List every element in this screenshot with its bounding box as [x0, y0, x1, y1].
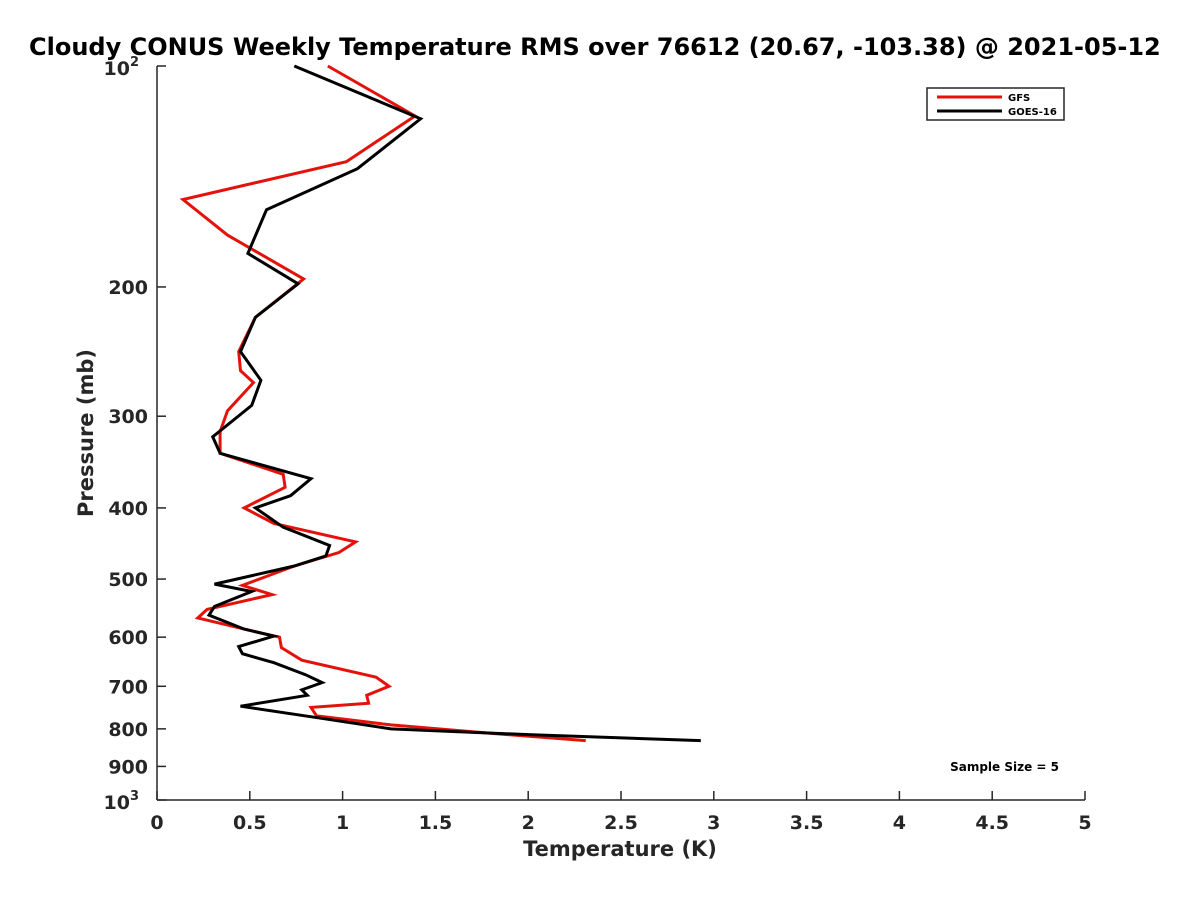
chart-title: Cloudy CONUS Weekly Temperature RMS over…	[29, 33, 1161, 61]
y-tick-label: 600	[108, 627, 148, 649]
y-tick-label: 900	[108, 756, 148, 778]
legend: GFS GOES-16	[926, 87, 1065, 121]
y-axis-label: Pressure (mb)	[74, 349, 98, 517]
x-tick-label: 1	[336, 812, 349, 834]
x-tick-label: 2	[522, 812, 535, 834]
x-tick-label: 0.5	[233, 812, 267, 834]
y-tick-label: 300	[108, 406, 148, 428]
y-tick-label: 800	[108, 719, 148, 741]
y-tick-label: 200	[108, 277, 148, 299]
series-line-goes-16	[206, 64, 701, 743]
y-tick-label: 400	[108, 498, 148, 520]
x-tick-label: 2.5	[604, 812, 638, 834]
x-tick-label: 4	[893, 812, 906, 834]
plot-area	[156, 66, 1085, 801]
legend-label: GFS	[1008, 93, 1030, 104]
y-tick-exponent: 2	[130, 55, 139, 70]
x-tick-label: 0	[150, 812, 163, 834]
x-tick-label: 4.5	[975, 812, 1009, 834]
y-tick-base: 10	[104, 792, 130, 814]
y-tick-base: 10	[104, 58, 130, 80]
x-axis-ticks: 0 0.5 1 1.5 2 2.5 3 3.5 4 4.5 5	[150, 791, 1092, 834]
x-tick-label: 5	[1078, 812, 1091, 834]
x-axis-label: Temperature (K)	[523, 837, 717, 861]
legend-label: GOES-16	[1008, 107, 1057, 118]
y-tick-label: 700	[108, 676, 148, 698]
sample-size-annotation: Sample Size = 5	[950, 760, 1059, 774]
legend-box	[926, 87, 1065, 121]
series-layer	[179, 64, 701, 743]
y-tick-label: 500	[108, 569, 148, 591]
series-line-gfs	[179, 64, 586, 743]
y-tick-label-power: 102	[104, 55, 140, 80]
x-tick-label: 3.5	[790, 812, 824, 834]
x-tick-label: 3	[707, 812, 720, 834]
y-tick-label-power: 103	[104, 789, 140, 814]
y-tick-exponent: 3	[130, 789, 139, 804]
x-tick-label: 1.5	[419, 812, 453, 834]
